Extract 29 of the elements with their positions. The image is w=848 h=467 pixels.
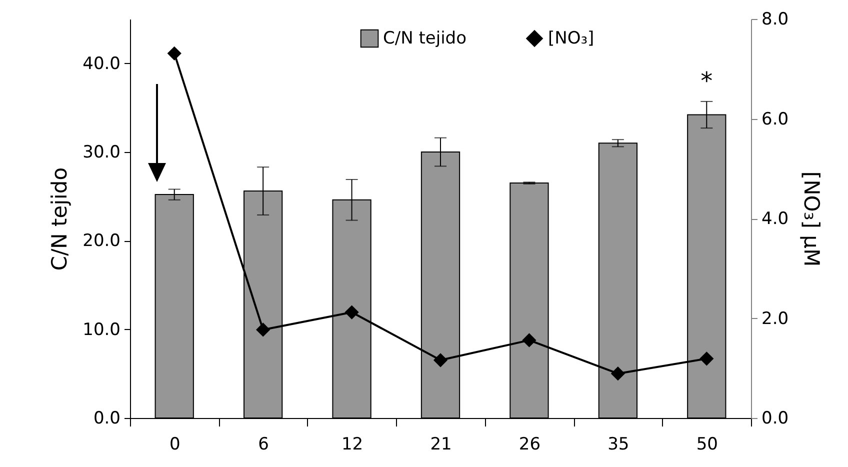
x-tick-label: 0: [169, 434, 180, 454]
y2-tick-label: 2.0: [762, 308, 789, 329]
x-tick-label: 50: [696, 434, 718, 454]
point: [256, 322, 270, 337]
legend-label: [NO₃]: [548, 28, 594, 48]
point: [344, 305, 359, 320]
point: [433, 353, 448, 368]
y2-tick-label: 0.0: [762, 408, 789, 428]
y2-axis-title: [NO₃] μM: [800, 171, 824, 267]
y2-tick-label: 6.0: [762, 109, 789, 130]
y-tick-label: 20.0: [82, 231, 120, 252]
x-tick-label: 6: [258, 434, 269, 454]
x-tick-label: 26: [518, 434, 541, 454]
y2-tick-label: 4.0: [762, 209, 789, 229]
y-tick-label: 30.0: [82, 142, 120, 162]
y-axis-title: C/N tejido: [48, 167, 72, 271]
x-tick-label: 12: [341, 434, 364, 454]
annotation: *: [700, 67, 713, 95]
point: [700, 352, 714, 366]
y2-tick-label: 8.0: [762, 10, 789, 30]
point: [522, 333, 536, 348]
legend-label: C/N tejido: [383, 28, 466, 48]
y-tick-label: 40.0: [82, 54, 120, 74]
point: [610, 366, 625, 381]
y-tick-label: 10.0: [82, 320, 120, 340]
point: [167, 46, 182, 60]
x-tick-label: 21: [430, 434, 452, 454]
x-tick-label: 35: [608, 434, 630, 454]
y-tick-label: 0.0: [93, 408, 120, 428]
